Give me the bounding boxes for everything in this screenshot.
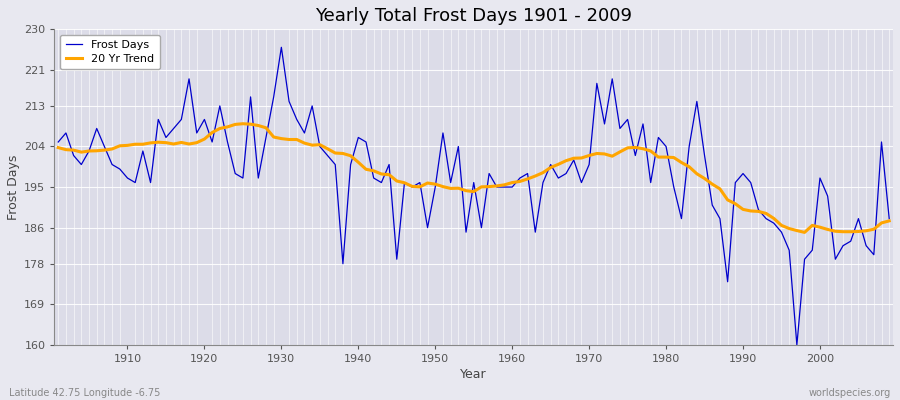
20 Yr Trend [238, 121, 248, 126]
20 Yr Trend [515, 179, 526, 184]
Frost Days [507, 185, 517, 190]
20 Yr Trend [292, 137, 302, 142]
Y-axis label: Frost Days: Frost Days [7, 154, 20, 220]
20 Yr Trend [338, 151, 348, 156]
Line: 20 Yr Trend: 20 Yr Trend [58, 124, 889, 232]
20 Yr Trend [607, 154, 617, 158]
Frost Days [53, 140, 64, 144]
Frost Days [276, 45, 287, 50]
20 Yr Trend [114, 144, 125, 148]
Frost Days [338, 261, 348, 266]
Title: Yearly Total Frost Days 1901 - 2009: Yearly Total Frost Days 1901 - 2009 [315, 7, 632, 25]
Text: worldspecies.org: worldspecies.org [809, 388, 891, 398]
Frost Days [607, 76, 617, 81]
Line: Frost Days: Frost Days [58, 47, 889, 345]
Legend: Frost Days, 20 Yr Trend: Frost Days, 20 Yr Trend [60, 35, 159, 70]
20 Yr Trend [884, 218, 895, 223]
Frost Days [791, 342, 802, 347]
20 Yr Trend [53, 145, 64, 150]
Frost Days [515, 176, 526, 180]
20 Yr Trend [507, 180, 517, 185]
X-axis label: Year: Year [461, 368, 487, 381]
Frost Days [114, 167, 125, 172]
20 Yr Trend [799, 230, 810, 235]
Frost Days [884, 216, 895, 221]
Text: Latitude 42.75 Longitude -6.75: Latitude 42.75 Longitude -6.75 [9, 388, 160, 398]
Frost Days [292, 117, 302, 122]
